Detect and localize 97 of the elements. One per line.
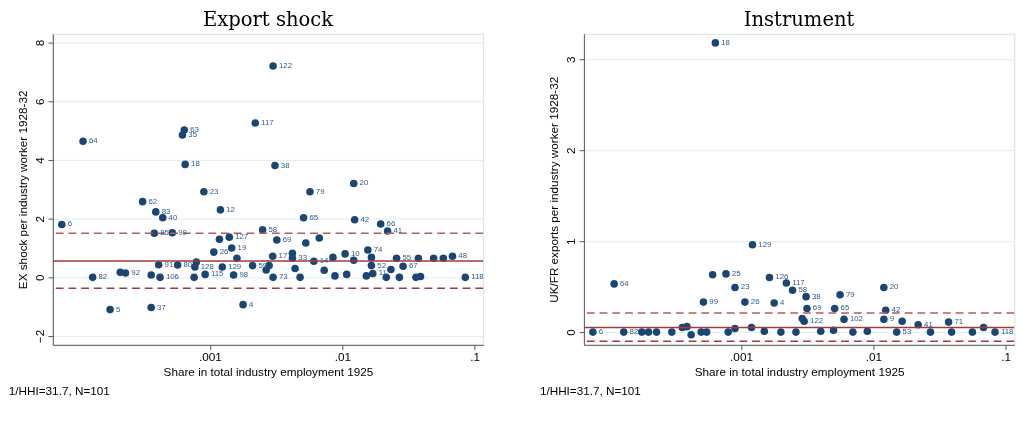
annotation: 117 [792, 277, 805, 287]
annotation: 10 [350, 248, 361, 258]
annotation: 65 [309, 212, 319, 222]
annotation: 82 [98, 272, 108, 282]
annotation: 58 [268, 224, 278, 234]
annotation: 18 [191, 159, 200, 169]
annotation: 98 [239, 269, 249, 279]
annotation: 55 [402, 253, 412, 263]
annotation: 122 [810, 316, 824, 326]
annotation: 82 [629, 327, 639, 337]
annotation: 91 [164, 259, 174, 269]
x-axis-title: Share in total industry employment 1925 [163, 364, 374, 378]
annotation: 52 [377, 260, 386, 270]
annotation: 26 [750, 297, 760, 307]
annotation: 69 [812, 303, 822, 313]
y-tick-label: 3 [563, 56, 577, 64]
annotation: 64 [620, 278, 630, 288]
annotation: 67 [408, 261, 418, 271]
annotation: 38 [811, 291, 821, 301]
annotation: 80 [183, 259, 193, 269]
annotation: 99 [709, 297, 719, 307]
annotation: 85 [160, 228, 170, 238]
annotation: 53 [902, 327, 912, 337]
chart-title: Export shock [202, 7, 334, 31]
annotation: 6 [598, 327, 604, 337]
annotation: 127 [235, 232, 249, 242]
annotation: 48 [458, 251, 468, 261]
chart-title: Instrument [743, 7, 855, 31]
y-tick-label: 0 [32, 274, 46, 282]
annotation: 118 [471, 272, 484, 282]
annotation: 4 [780, 297, 786, 307]
y-axis-title: EX shock per industry worker 1928-32 [15, 90, 29, 290]
y-tick-label: 2 [563, 147, 577, 154]
annotation: 9 [889, 314, 895, 324]
x-tick-label: .001 [199, 349, 222, 363]
annotation: 66 [386, 218, 396, 228]
annotation: 42 [891, 305, 901, 315]
annotation: 115 [211, 269, 225, 279]
annotation: 19 [237, 242, 247, 252]
annotation: 128 [200, 262, 214, 272]
annotation: 17 [278, 251, 288, 261]
annotation: 20 [359, 178, 369, 188]
annotation: 38 [280, 160, 290, 170]
annotation: 126 [775, 272, 789, 282]
x-tick-label: .1 [1001, 349, 1012, 363]
annotation: 106 [165, 272, 179, 282]
annotation: 129 [758, 239, 772, 249]
annotation: 14 [319, 256, 330, 266]
annotation: 33 [298, 253, 307, 263]
annotation: 37 [157, 302, 166, 312]
annotation: 122 [278, 61, 292, 71]
annotation: 41 [924, 319, 933, 329]
x-tick-label: .1 [470, 349, 481, 363]
x-axis-title: Share in total industry employment 1925 [694, 364, 905, 378]
annotation: 69 [282, 235, 292, 245]
annotation: 5 [115, 304, 121, 314]
annotation: 26 [219, 247, 229, 257]
annotation: 117 [261, 117, 274, 127]
annotation: 23 [209, 186, 219, 196]
annotation: 64 [88, 136, 99, 146]
annotation: 62 [148, 196, 158, 206]
annotation: 41 [393, 225, 403, 235]
annotation: 102 [849, 314, 863, 324]
annotation: 118 [1000, 327, 1014, 337]
annotation: 6 [67, 219, 73, 229]
annotation: 65 [840, 303, 850, 313]
annotation: 23 [740, 282, 750, 292]
annotation: 99 [178, 227, 187, 237]
text: 1/HHI=31.7, N=101 [8, 383, 110, 397]
annotation: 20 [889, 282, 900, 292]
annotation: 4 [248, 299, 254, 309]
y-tick-label: 0 [563, 328, 577, 336]
annotation: 92 [131, 267, 141, 277]
annotation: 12 [226, 204, 235, 214]
annotation: 11 [378, 268, 387, 278]
annotation: 83 [161, 206, 171, 216]
x-tick-label: .01 [865, 349, 883, 363]
annotation: 79 [315, 186, 325, 196]
annotation: 58 [798, 285, 808, 295]
y-tick-label: −2 [32, 329, 46, 344]
y-tick-label: 1 [563, 238, 577, 245]
x-tick-label: .001 [730, 349, 753, 363]
y-tick-label: 4 [32, 156, 46, 164]
annotation: 73 [278, 272, 288, 282]
y-axis-title: UK/FR exports per industry worker 1928-32 [546, 76, 560, 303]
annotation: 74 [373, 245, 384, 255]
annotation: 42 [360, 214, 370, 224]
annotation: 129 [228, 262, 242, 272]
y-tick-label: 2 [32, 215, 46, 223]
y-tick-label: 8 [32, 39, 46, 47]
text: 1/HHI=31.7, N=101 [539, 383, 641, 397]
annotation: 71 [954, 317, 964, 327]
x-tick-label: .01 [334, 349, 351, 363]
annotation: 79 [845, 289, 855, 299]
y-tick-label: 6 [32, 98, 46, 106]
annotation: 18 [721, 37, 730, 47]
annotation: 25 [731, 268, 742, 278]
